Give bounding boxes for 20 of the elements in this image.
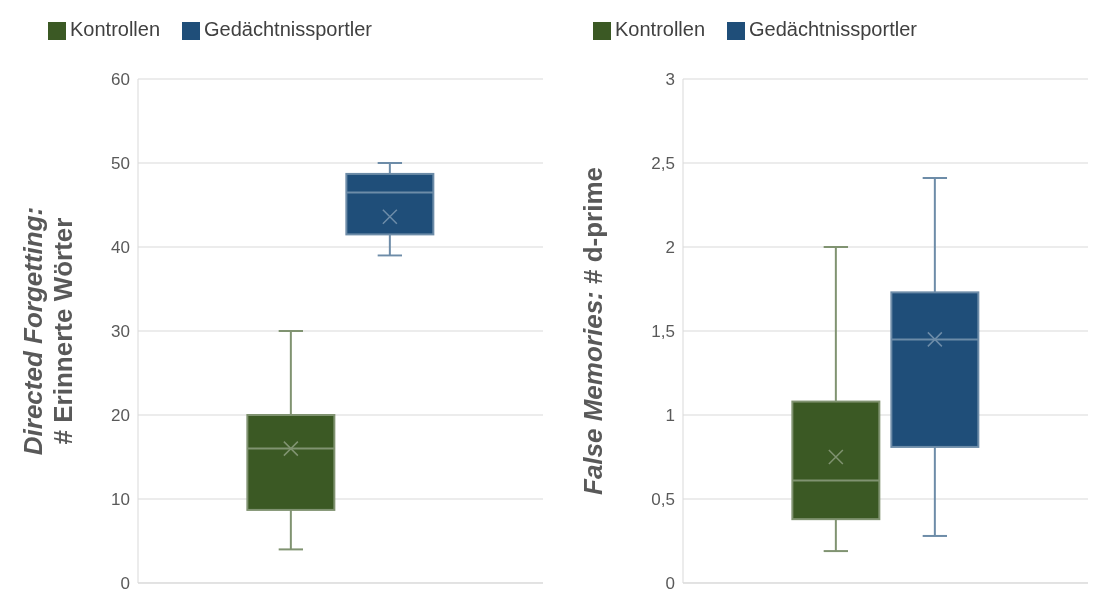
y-tick-label: 2 (665, 238, 675, 258)
legend-label: Gedächtnissportler (204, 18, 372, 40)
y-tick-label: 1 (665, 406, 675, 426)
y-tick-label: 0 (120, 574, 130, 594)
y-axis-title: False Memories: # d-prime (578, 167, 608, 495)
y-tick-label: 10 (111, 490, 130, 510)
y-tick-label: 30 (111, 322, 130, 342)
y-tick-label: 50 (111, 154, 130, 174)
legend-label: Gedächtnissportler (749, 18, 917, 40)
y-tick-label: 3 (665, 70, 675, 90)
y-tick-label: 1,5 (651, 322, 675, 342)
y-tick-label: 20 (111, 406, 130, 426)
y-tick-label: 2,5 (651, 154, 675, 174)
y-tick-label: 0 (665, 574, 675, 594)
y-tick-label: 40 (111, 238, 130, 258)
y-axis-title: Directed Forgetting: # Erinnerte Wörter (18, 206, 78, 456)
legend-label: Kontrollen (70, 18, 161, 40)
y-tick-label: 60 (111, 70, 130, 90)
y-tick-label: 0,5 (651, 490, 675, 510)
legend-label: Kontrollen (615, 18, 706, 40)
